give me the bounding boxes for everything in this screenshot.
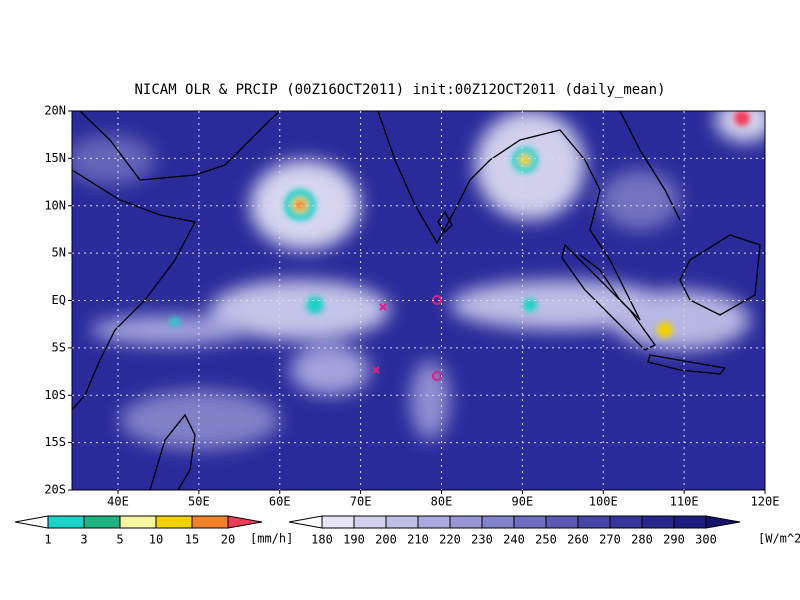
colorbar-label: 230: [471, 533, 493, 547]
colorbar-arrow: [288, 515, 323, 529]
colorbar-unit: [W/m^2]: [758, 532, 800, 546]
colorbar-label: 290: [663, 533, 685, 547]
colorbar-arrow: [14, 515, 49, 529]
lon-label: 40E: [107, 495, 129, 509]
lon-label: 60E: [269, 495, 291, 509]
colorbar-box: [47, 515, 85, 529]
lon-label: 90E: [512, 495, 534, 509]
colorbar-label: 240: [503, 533, 525, 547]
lat-label: EQ: [52, 293, 66, 307]
colorbar-label: 15: [185, 533, 199, 547]
lon-label: 70E: [350, 495, 372, 509]
colorbar-label: 250: [535, 533, 557, 547]
lat-label: 10S: [44, 388, 66, 402]
lon-label: 80E: [431, 495, 453, 509]
map-title: NICAM OLR & PRCIP (00Z16OCT2011) init:00…: [134, 82, 665, 98]
lat-label: 5N: [52, 246, 66, 260]
colorbar-box: [577, 515, 611, 529]
colorbar-box: [417, 515, 451, 529]
colorbar-label: 3: [80, 533, 87, 547]
map-field: [72, 111, 765, 490]
colorbar-box: [545, 515, 579, 529]
colorbar-label: 1: [44, 533, 51, 547]
lat-label: 15N: [44, 151, 66, 165]
lon-label: 110E: [670, 495, 699, 509]
colorbar-label: 5: [116, 533, 123, 547]
colorbar-box: [191, 515, 229, 529]
colorbar-unit: [mm/h]: [250, 532, 293, 546]
coastlines: [72, 111, 761, 490]
colorbar-label: 200: [375, 533, 397, 547]
colorbar-label: 260: [567, 533, 589, 547]
colorbar-label: 20: [221, 533, 235, 547]
lon-label: 50E: [188, 495, 210, 509]
lat-label: 10N: [44, 198, 66, 212]
lat-label: 5S: [52, 340, 66, 354]
colorbar-label: 210: [407, 533, 429, 547]
lon-label: 120E: [751, 495, 780, 509]
colorbar-label: 270: [599, 533, 621, 547]
colorbar-box: [673, 515, 707, 529]
colorbar-box: [449, 515, 483, 529]
colorbar-box: [513, 515, 547, 529]
colorbar-box: [119, 515, 157, 529]
colorbar-label: 190: [343, 533, 365, 547]
lat-label: 15S: [44, 435, 66, 449]
colorbar-arrow: [227, 515, 263, 529]
lon-label: 100E: [589, 495, 618, 509]
colorbar-box: [609, 515, 643, 529]
colorbar-box: [641, 515, 675, 529]
colorbar-label: 300: [695, 533, 717, 547]
colorbar-box: [481, 515, 515, 529]
colorbar-arrow: [705, 515, 741, 529]
colorbar-label: 220: [439, 533, 461, 547]
lat-label: 20S: [44, 483, 66, 497]
colorbar-box: [83, 515, 121, 529]
colorbar-box: [353, 515, 387, 529]
colorbar-label: 280: [631, 533, 653, 547]
colorbar-label: 180: [311, 533, 333, 547]
colorbar-box: [385, 515, 419, 529]
lat-label: 20N: [44, 104, 66, 118]
colorbar-label: 10: [149, 533, 163, 547]
colorbar-box: [321, 515, 355, 529]
graticule: [72, 111, 765, 490]
colorbar-box: [155, 515, 193, 529]
